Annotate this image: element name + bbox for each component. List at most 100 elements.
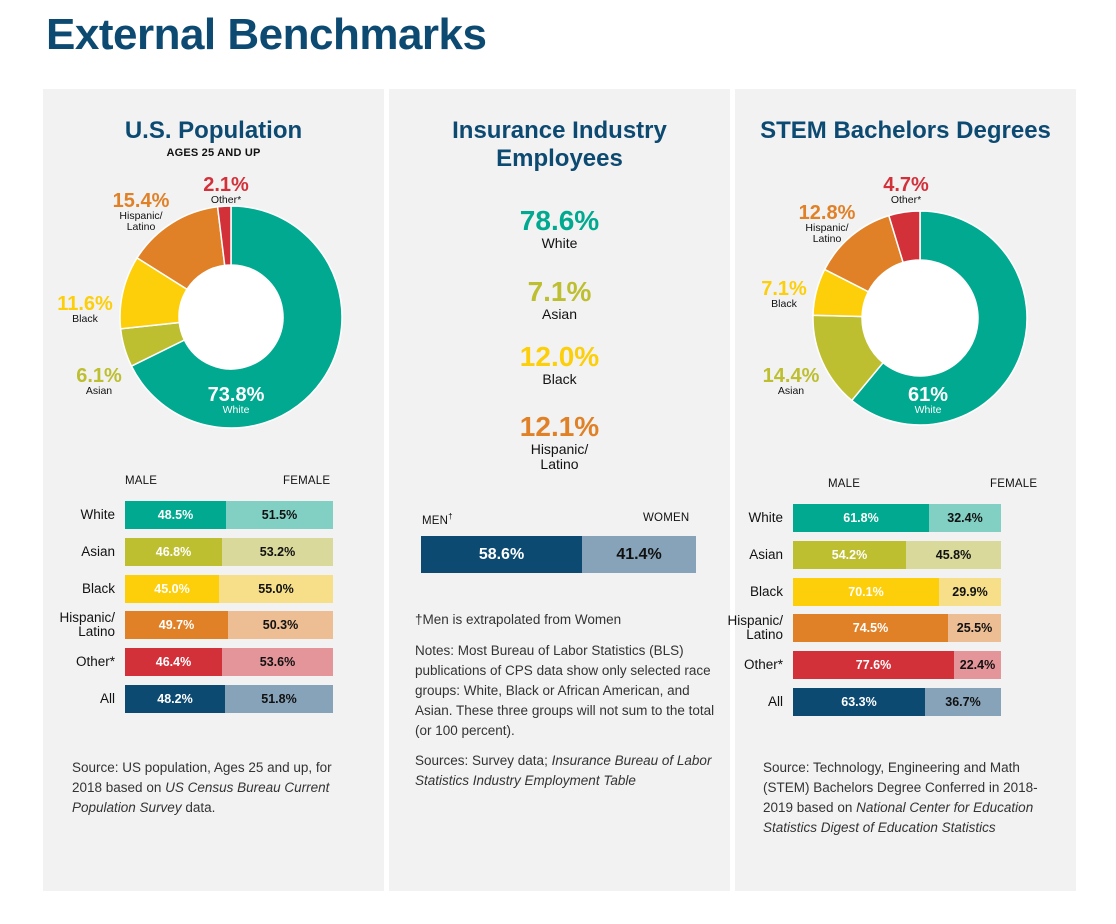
female-bar-segment: 51.8% [225,685,333,713]
slice-category: Black [72,313,98,325]
donut-label-black: 11.6% Black [47,294,123,325]
male-bar-segment: 46.8% [125,537,222,566]
gender-bar-row-asian: Asian 46.8% 53.2% [81,537,333,566]
slice-value: 6.1% [76,365,122,387]
male-bar-segment: 77.6% [793,651,954,680]
men-header: MEN† [422,512,453,527]
male-bar-segment: 46.4% [125,648,222,677]
female-header: FEMALE [990,478,1038,490]
stat-value: 12.0% [519,341,600,372]
insurance-stat-hispanic-latino: 12.1% Hispanic/Latino [389,412,730,472]
female-bar-segment: 53.6% [222,648,333,677]
donut-label-other: 4.7% Other* [871,175,941,206]
male-bar-segment: 45.0% [125,574,219,603]
bar-category-label: Other* [743,657,783,673]
bar-category-label: Asian [81,543,115,559]
female-bar-segment: 53.2% [222,537,333,566]
female-bar-segment: 22.4% [954,651,1001,680]
bar-category-label: White [748,510,783,525]
stat-value: 12.1% [519,411,600,442]
gender-bar-row-other: Other* 77.6% 22.4% [744,651,1001,680]
bar-category-label: Black [749,583,783,599]
male-bar-segment: 61.8% [793,504,929,532]
male-bar-segment: 70.1% [793,577,939,606]
donut-label-white: 73.8% White [191,385,281,416]
insurance-notes: Notes: Most Bureau of Labor Statistics (… [415,643,715,738]
bar-category-label: All [99,691,115,706]
slice-value: 4.7% [883,174,929,196]
stat-label: White [541,235,578,251]
us-population-source: Source: US population, Ages 25 and up, f… [72,760,332,815]
bar-category-label: All [767,694,783,709]
insurance-footnote: †Men is extrapolated from Women [415,612,622,627]
slice-value: 2.1% [203,174,249,196]
us-population-title: U.S. Population [124,117,303,144]
female-bar-segment: 51.5% [226,501,333,529]
slice-value: 11.6% [57,293,113,315]
bar-category-label: Hispanic/Latino [727,613,783,643]
stat-label: Asian [541,306,578,322]
male-bar-segment: 54.2% [793,540,906,569]
slice-value: 73.8% [207,384,265,406]
stem-title: STEM Bachelors Degrees [760,117,1051,144]
female-bar-segment: 50.3% [228,611,333,640]
insurance-sources: Sources: Survey data; Insurance Bureau o… [415,753,712,788]
slice-category: Asian [85,385,113,397]
slice-value: 14.4% [762,365,820,387]
donut-hole [179,265,283,369]
slice-category: Asian [777,385,805,397]
donut-label-white: 61% White [883,385,973,416]
women-header: WOMEN [643,512,690,524]
us-population-donut [119,205,343,429]
gender-bar-row-hispanic-latino: Hispanic/Latino 49.7% 50.3% [59,611,333,640]
female-bar-segment: 25.5% [948,614,1001,643]
women-bar-segment: 41.4% [582,536,696,573]
slice-category: White [914,404,942,416]
female-bar-segment: 32.4% [929,504,1001,532]
slice-value: 7.1% [761,278,807,300]
gender-bar-row-white: White 61.8% 32.4% [748,504,1001,532]
male-header: MALE [828,478,861,490]
donut-label-hispanic-latino: 15.4% Hispanic/Latino [101,191,181,233]
female-bar-segment: 36.7% [925,688,1001,716]
female-bar-segment: 45.8% [906,540,1001,569]
bar-category-label: White [80,507,115,522]
stat-value: 78.6% [519,205,600,236]
donut-label-black: 7.1% Black [747,279,821,310]
gender-bar-row-hispanic-latino: Hispanic/Latino 74.5% 25.5% [727,614,1001,643]
male-bar-segment: 48.5% [125,501,226,529]
stem-source: Source: Technology, Engineering and Math… [763,760,1038,835]
gender-bar-row-black: Black 70.1% 29.9% [750,577,1001,606]
male-bar-segment: 63.3% [793,688,925,716]
us-population-panel: U.S. Population AGES 25 AND UP 73.8% Whit… [43,89,384,891]
donut-label-other: 2.1% Other* [193,175,259,206]
gender-bar-row-all: All 48.2% 51.8% [100,685,333,713]
donut-label-asian: 6.1% Asian [61,366,137,397]
stat-label: Black [542,371,577,387]
male-bar-segment: 49.7% [125,611,228,640]
bar-category-label: Asian [749,546,783,562]
donut-label-hispanic-latino: 12.8% Hispanic/Latino [787,203,867,245]
female-header: FEMALE [283,475,331,487]
insurance-title: Insurance Industry Employees [452,117,667,172]
male-bar-segment: 48.2% [125,685,225,713]
gender-bar-row-black: Black 45.0% 55.0% [82,574,333,603]
stat-label: Hispanic/Latino [530,441,589,472]
page-title: External Benchmarks [46,10,487,59]
female-bar-segment: 55.0% [219,574,333,603]
bar-category-label: Other* [75,654,115,670]
slice-category: Hispanic/Latino [119,210,163,233]
gender-bar-row-white: White 48.5% 51.5% [80,501,333,529]
slice-category: White [222,404,250,416]
donut-hole [862,260,978,376]
slice-value: 61% [907,384,949,406]
slice-value: 15.4% [112,190,170,212]
slice-category: Hispanic/Latino [805,222,849,245]
donut-label-asian: 14.4% Asian [749,366,833,397]
stem-panel: STEM Bachelors Degrees 61% White 14.4% Asia… [727,89,1076,891]
gender-bar-row-all: All 63.3% 36.7% [768,688,1001,716]
slice-value: 12.8% [798,202,856,224]
slice-category: Other* [890,194,922,206]
insurance-stat-black: 12.0% Black [389,342,730,387]
insurance-stat-white: 78.6% White [389,206,730,251]
